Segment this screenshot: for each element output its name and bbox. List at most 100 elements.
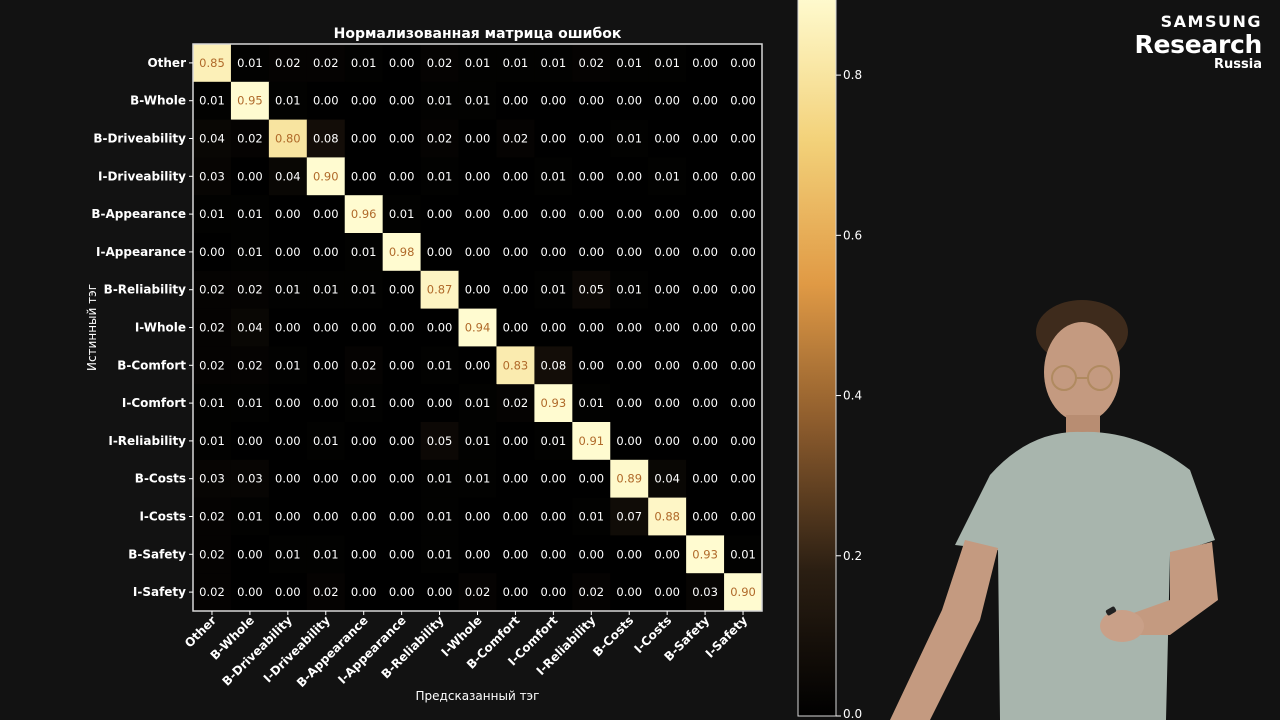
heatmap-cell <box>648 459 687 499</box>
heatmap-cell <box>193 422 232 461</box>
cell-value-label: 0.02 <box>351 358 377 372</box>
heatmap-cell <box>648 195 687 234</box>
cell-value-label: 0.00 <box>616 321 642 335</box>
cell-value-label: 0.85 <box>199 56 225 70</box>
cell-value-label: 0.00 <box>730 472 756 486</box>
cell-value-label: 0.00 <box>503 510 529 524</box>
cell-value-label: 0.01 <box>351 396 377 410</box>
cell-value-label: 0.01 <box>427 547 453 561</box>
heatmap-cell <box>344 270 384 310</box>
heatmap-cell <box>193 157 232 196</box>
heatmap-cell <box>268 384 308 423</box>
heatmap-cell <box>686 459 725 499</box>
chart-title: Нормализованная матрица ошибок <box>334 26 622 42</box>
heatmap-cell <box>230 81 270 121</box>
heatmap-cell <box>268 81 308 121</box>
heatmap-cell <box>420 233 460 272</box>
heatmap-cell <box>610 195 649 234</box>
heatmap-cell <box>458 195 497 234</box>
cell-value-label: 0.83 <box>503 358 529 372</box>
cell-value-label: 0.00 <box>465 132 491 146</box>
heatmap-cell <box>306 44 346 83</box>
cell-value-label: 0.00 <box>616 585 642 599</box>
logo-russia-text: Russia <box>1214 57 1262 72</box>
heatmap-cell <box>648 44 687 83</box>
y-tick-label: Other <box>147 56 186 70</box>
cell-value-label: 0.00 <box>578 207 604 221</box>
cell-value-label: 0.00 <box>503 283 529 297</box>
heatmap-cell <box>534 119 573 158</box>
heatmap-cell <box>724 119 763 158</box>
cell-value-label: 0.00 <box>541 585 567 599</box>
heatmap-cell <box>648 497 687 536</box>
heatmap-cell <box>572 270 611 310</box>
heatmap-cell <box>458 384 497 423</box>
heatmap-cell <box>344 535 384 574</box>
heatmap-cell <box>268 497 308 536</box>
cell-value-label: 0.00 <box>730 132 756 146</box>
heatmap-cell <box>382 270 422 310</box>
cell-value-label: 0.00 <box>389 283 415 297</box>
cell-value-label: 0.01 <box>237 207 263 221</box>
heatmap-cell <box>724 233 763 272</box>
heatmap-cell <box>496 535 535 574</box>
heatmap-cell <box>344 422 384 461</box>
heatmap-cell <box>193 346 232 385</box>
heatmap-cell <box>382 497 422 536</box>
cell-value-label: 0.00 <box>389 358 415 372</box>
heatmap-cell <box>230 119 270 158</box>
cell-value-label: 0.01 <box>237 510 263 524</box>
colorbar-tick-label: 0.0 <box>843 707 862 720</box>
cell-value-label: 0.01 <box>237 56 263 70</box>
cell-value-label: 0.00 <box>616 547 642 561</box>
cell-value-label: 0.00 <box>730 94 756 108</box>
cell-value-label: 0.91 <box>578 434 604 448</box>
cell-value-label: 0.00 <box>616 169 642 183</box>
y-tick-label: B-Reliability <box>104 283 186 297</box>
heatmap-cell <box>268 270 308 310</box>
cell-value-label: 0.00 <box>616 94 642 108</box>
heatmap-cell <box>306 497 346 536</box>
cell-value-label: 0.00 <box>237 434 263 448</box>
heatmap-cell <box>572 119 611 158</box>
heatmap-cell <box>686 157 725 196</box>
heatmap-cell <box>724 157 763 196</box>
x-tick-label: I-Driveability <box>261 613 333 685</box>
cell-value-label: 0.00 <box>654 585 680 599</box>
heatmap-cell <box>724 346 763 385</box>
cell-value-label: 0.01 <box>351 56 377 70</box>
heatmap-cell <box>686 573 725 612</box>
presenter-arm-left <box>890 540 998 720</box>
cell-value-label: 0.00 <box>503 245 529 259</box>
cell-value-label: 0.00 <box>692 510 718 524</box>
heatmap-cell <box>496 195 535 234</box>
cell-value-label: 0.01 <box>427 169 453 183</box>
logo-samsung-text: SAMSUNG <box>1160 12 1262 31</box>
cell-value-label: 0.00 <box>578 245 604 259</box>
x-tick-label: B-Costs <box>590 613 636 659</box>
colorbar-tick-label: 0.2 <box>843 549 862 563</box>
cell-value-label: 0.01 <box>465 56 491 70</box>
cell-value-label: 0.03 <box>199 472 225 486</box>
heatmap-cell <box>572 459 611 499</box>
cell-value-label: 0.01 <box>199 434 225 448</box>
cell-value-label: 0.00 <box>654 547 680 561</box>
heatmap-cell <box>193 81 232 121</box>
cell-value-label: 0.00 <box>503 207 529 221</box>
cell-value-label: 0.01 <box>578 510 604 524</box>
cell-value-label: 0.00 <box>313 510 339 524</box>
cell-value-label: 0.88 <box>654 510 680 524</box>
cell-value-label: 0.04 <box>275 169 301 183</box>
cell-value-label: 0.01 <box>389 207 415 221</box>
heatmap-cell <box>268 422 308 461</box>
cell-value-label: 0.08 <box>313 132 339 146</box>
cell-value-label: 0.01 <box>313 547 339 561</box>
heatmap-cell <box>724 384 763 423</box>
x-tick-label: I-Safety <box>703 613 751 661</box>
heatmap-cell <box>534 497 573 536</box>
cell-value-label: 0.00 <box>692 321 718 335</box>
cell-value-label: 0.00 <box>730 56 756 70</box>
heatmap-cell <box>496 233 535 272</box>
heatmap-cell <box>306 157 346 196</box>
cell-value-label: 0.00 <box>616 245 642 259</box>
